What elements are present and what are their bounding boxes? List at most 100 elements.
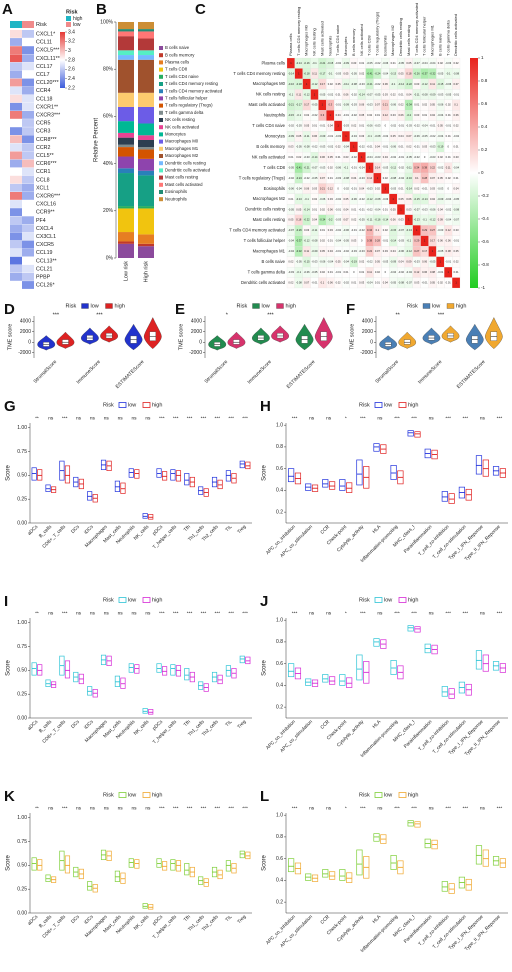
legend-swatch — [159, 139, 163, 144]
corr-value: -0.03 — [406, 124, 412, 128]
heat-cell — [10, 127, 22, 135]
heat-cell — [10, 224, 22, 233]
corr-value: -0.09 — [437, 197, 443, 201]
box — [225, 470, 231, 482]
corr-value: 0.08 — [430, 270, 436, 274]
heat-cell — [10, 62, 22, 71]
corr-value: -0.02 — [335, 61, 341, 65]
corr-value: 0.02 — [454, 260, 460, 264]
legend-label: high — [152, 792, 162, 798]
y-tick-label: 2000 — [191, 329, 202, 335]
corr-value: -0.02 — [288, 176, 294, 180]
significance: ns — [48, 611, 54, 616]
corr-value: -0.14 — [312, 155, 318, 159]
bar-segment — [118, 92, 134, 107]
corr-value: 0 — [447, 145, 449, 149]
corr-value: -0.01 — [343, 113, 349, 117]
significance: ns — [118, 806, 124, 811]
row-label: Plasma cells — [261, 60, 285, 65]
corr-value: 0.03 — [351, 61, 357, 65]
row-label: Macrophages M2 — [253, 196, 286, 201]
row-label: CCL13** — [36, 258, 57, 264]
corr-value: 0.06 — [446, 239, 452, 243]
colorbar — [60, 32, 65, 88]
legend-label: Macrophages M0 — [165, 139, 199, 144]
bar-segment — [138, 31, 154, 39]
panel-letter: G — [4, 398, 16, 415]
x-tick-label: CCR — [319, 524, 331, 536]
row-label: CCL7 — [36, 72, 50, 78]
y-tick-label: 20% — [103, 208, 114, 214]
legend-label: Macrophages M1 — [165, 146, 199, 151]
box — [414, 821, 421, 828]
column-label: NK cells resting — [312, 28, 317, 56]
corr-value: 0.03 — [328, 197, 334, 201]
box — [87, 881, 93, 891]
corr-value: 0.14 — [375, 165, 381, 169]
heat-cell — [22, 167, 34, 176]
corr-value: -0.01 — [351, 186, 357, 190]
corr-value: 1 — [377, 176, 379, 180]
corr-value: 0.01 — [351, 280, 357, 284]
corr-value: -0.02 — [288, 124, 294, 128]
y-tick-label: 0.8 — [276, 639, 283, 645]
corr-value: 0.07 — [304, 280, 310, 284]
legend-title: Risk — [66, 303, 77, 309]
corr-value: 0.04 — [336, 113, 342, 117]
corr-value: -0.01 — [422, 186, 428, 190]
corr-value: 0.01 — [375, 280, 381, 284]
panel-letter: J — [260, 593, 268, 610]
corr-value: -0.01 — [430, 124, 436, 128]
corr-value: 0.05 — [343, 71, 349, 75]
y-tick-label: 0.6 — [276, 856, 283, 862]
y-tick-label: -2000 — [189, 350, 202, 356]
row-label: CCR2 — [36, 145, 50, 151]
significance: *** — [394, 415, 400, 421]
corr-value: -0.04 — [288, 239, 294, 243]
x-tick-label: aDCs — [27, 524, 40, 537]
significance: *** — [228, 610, 234, 616]
corr-value: -0.04 — [445, 197, 451, 201]
corr-value: -0.04 — [327, 260, 333, 264]
corr-value: -0.02 — [367, 207, 373, 211]
colorbar-label: 0.2 — [481, 147, 488, 152]
corr-value: 0.05 — [328, 155, 334, 159]
row-label: CCL20*** — [36, 80, 59, 86]
legend-swatch — [66, 16, 71, 21]
corr-value: -0.07 — [288, 228, 294, 232]
heat-cell — [10, 273, 22, 281]
x-tick-label: High risk — [143, 261, 149, 283]
box — [31, 857, 37, 871]
significance: * — [345, 415, 347, 421]
significance: *** — [445, 805, 451, 811]
corr-value: 0.29 — [414, 239, 420, 243]
corr-value: -0.03 — [319, 145, 325, 149]
legend-label: Macrophages M2 — [165, 153, 199, 158]
heat-cell — [10, 38, 22, 46]
corr-value: -0.07 — [312, 165, 318, 169]
corr-value: 0.11 — [296, 92, 301, 96]
corr-value: -0.01 — [312, 280, 318, 284]
y-tick-label: 4000 — [362, 319, 373, 325]
corr-value: -0.13 — [296, 197, 302, 201]
corr-value: -0.02 — [374, 61, 380, 65]
corr-value: 0.03 — [414, 280, 420, 284]
corr-value: 0.11 — [312, 71, 317, 75]
colorbar-label: -0.8 — [481, 262, 489, 267]
corr-value: -0.11 — [312, 228, 318, 232]
legend-label: NK cells resting — [165, 117, 195, 122]
box — [170, 859, 176, 871]
y-tick-label: 0.75 — [17, 839, 27, 845]
legend-swatch — [159, 53, 163, 58]
row-label: B cells memory — [256, 144, 286, 149]
corr-value: 1 — [400, 207, 402, 211]
corr-value: 0.17 — [422, 249, 428, 253]
x-tick-label: aDCs — [27, 719, 40, 732]
legend-swatch — [66, 22, 71, 27]
corr-value: -0.01 — [453, 92, 459, 96]
x-tick-label: APC_co_inhibition — [265, 524, 297, 556]
x-tick-label: NK_cells — [133, 524, 151, 542]
box — [407, 625, 414, 632]
x-tick-label: Parainflammation — [403, 524, 434, 555]
legend-swatch — [159, 74, 163, 79]
